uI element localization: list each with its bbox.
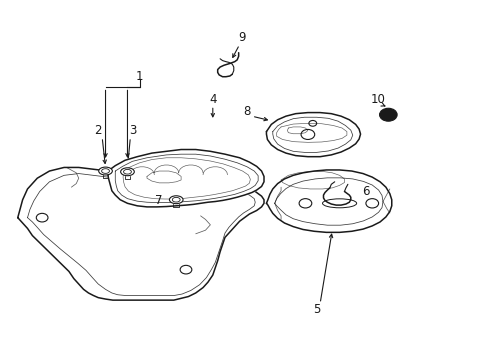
Ellipse shape [322,199,356,208]
Text: 9: 9 [238,31,245,44]
Polygon shape [266,113,360,157]
Ellipse shape [99,167,112,175]
Text: 2: 2 [94,124,102,137]
Ellipse shape [102,169,109,174]
Text: 4: 4 [209,93,216,106]
Circle shape [383,112,392,118]
Text: 6: 6 [362,185,369,198]
Ellipse shape [169,196,183,204]
Circle shape [379,108,396,121]
Ellipse shape [123,170,131,174]
Text: 10: 10 [370,93,385,106]
Text: 1: 1 [136,69,143,82]
Text: 8: 8 [243,105,250,118]
Text: 5: 5 [312,303,320,316]
Polygon shape [108,149,264,207]
Ellipse shape [121,168,134,176]
Polygon shape [18,167,264,300]
Text: 7: 7 [155,194,163,207]
Text: 3: 3 [129,124,137,137]
Polygon shape [266,170,391,232]
Ellipse shape [172,197,180,202]
